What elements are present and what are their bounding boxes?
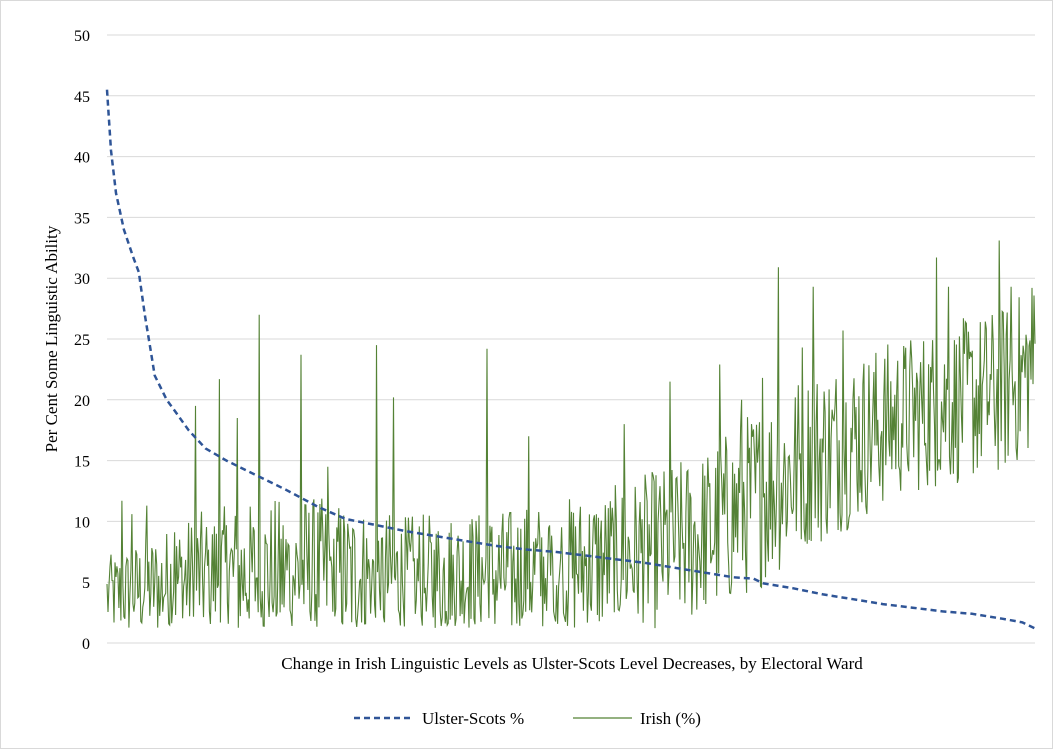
y-tick-label-30: 30 [74, 271, 90, 288]
y-tick-label-40: 40 [74, 150, 90, 167]
gridlines [107, 34, 1035, 644]
y-axis-title: Per Cent Some Linguistic Ability [42, 225, 61, 452]
series-line-irish [106, 240, 1036, 629]
series-lines [105, 89, 1036, 630]
y-tick-label-50: 50 [74, 28, 90, 45]
y-tick-label-25: 25 [74, 332, 90, 349]
y-tick-label-45: 45 [74, 89, 90, 106]
y-tick-label-20: 20 [74, 393, 90, 410]
y-tick-label-5: 5 [82, 575, 90, 592]
y-tick-label-15: 15 [74, 454, 90, 471]
y-tick-label-0: 0 [82, 636, 90, 653]
y-axis-tick-labels: 0 5 10 15 20 25 30 35 40 45 50 [74, 28, 90, 653]
y-tick-label-35: 35 [74, 210, 90, 227]
series-line-ulster-scots [105, 89, 1036, 630]
legend-label-ulster-scots: Ulster-Scots % [422, 709, 524, 728]
y-tick-label-10: 10 [74, 514, 90, 531]
legend-label-irish: Irish (%) [640, 709, 701, 728]
x-axis-title: Change in Irish Linguistic Levels as Uls… [281, 654, 863, 673]
legend: Ulster-Scots % Irish (%) [354, 709, 701, 728]
